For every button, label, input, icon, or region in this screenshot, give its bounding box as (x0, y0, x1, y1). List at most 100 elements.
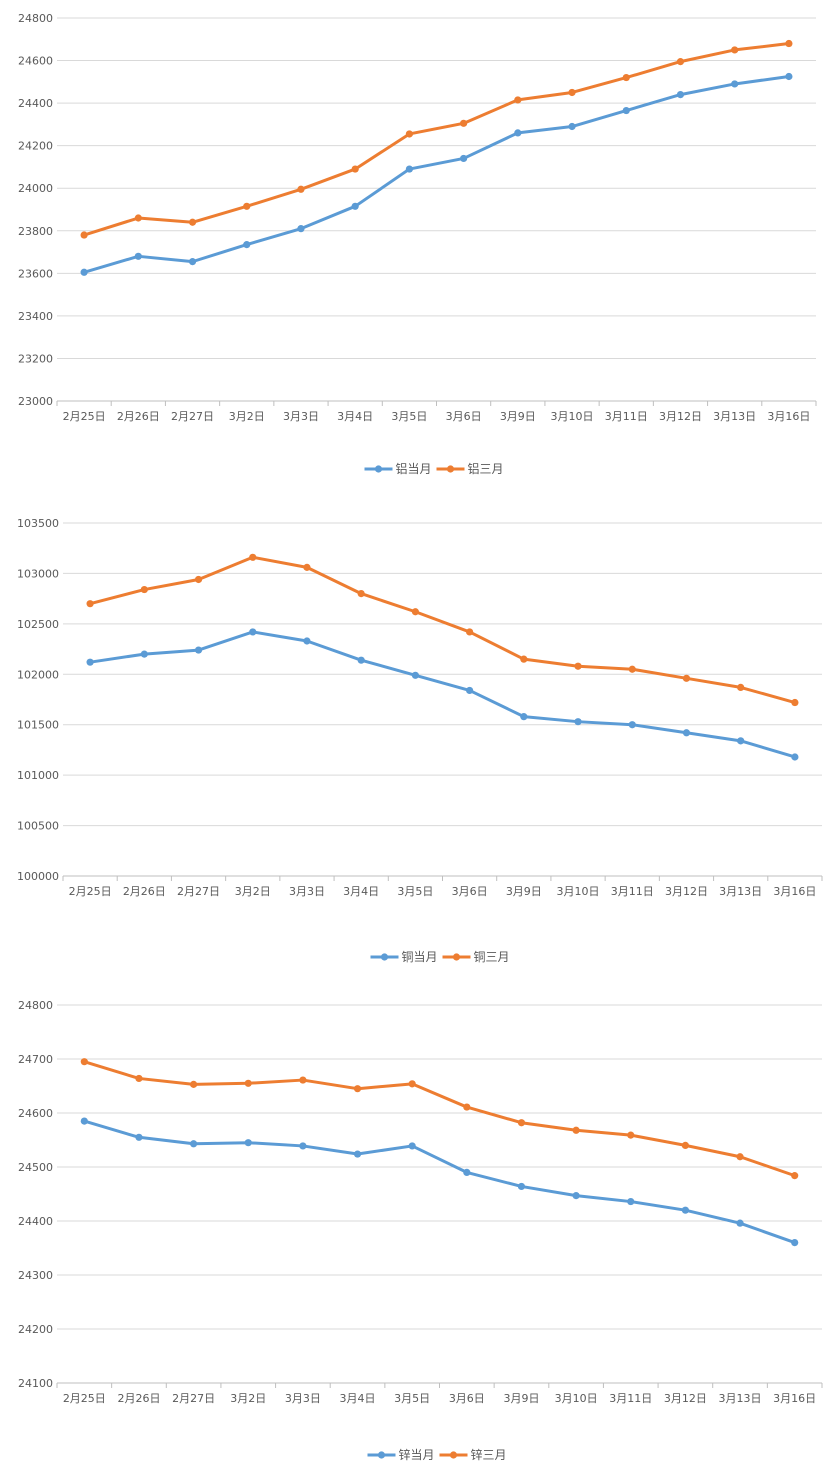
data-point (140, 585, 148, 594)
series-lines (80, 39, 793, 276)
data-point (408, 1142, 416, 1150)
y-tick-label: 24500 (18, 1161, 53, 1174)
x-tick-label: 3月10日 (557, 885, 600, 898)
aluminum-price-chart: 23000 23200 23400 23600 23800 24000 24200 24400… (18, 12, 817, 476)
data-point (405, 130, 413, 138)
data-point (785, 72, 793, 81)
x-tick-label: 2月25日 (63, 410, 106, 423)
copper-price-chart: 100000 100500 101000 101500 102000 102500 1030… (17, 517, 823, 964)
series-line (82, 1060, 797, 1178)
legend: 铜当月 铜三月 (370, 949, 510, 964)
data-point (791, 698, 799, 707)
data-point (628, 665, 636, 673)
legend-marker (449, 1451, 458, 1459)
x-tick-label: 3月16日 (773, 1392, 816, 1405)
legend-label: 锌三月 (471, 1448, 507, 1462)
legend-item: 锌当月 (367, 1448, 435, 1462)
y-tick-label: 24400 (18, 1215, 53, 1228)
x-tick-label: 3月5日 (397, 885, 433, 898)
data-point (297, 225, 305, 233)
data-point (737, 683, 745, 691)
x-tick-label: 3月13日 (719, 1392, 762, 1405)
x-tick-label: 3月11日 (611, 885, 654, 898)
series-lines (80, 1058, 799, 1247)
y-axis: 23000 23200 23400 23600 23800 24000 24200 24400… (18, 12, 53, 408)
y-tick-label: 24100 (18, 1377, 53, 1390)
data-point (574, 718, 582, 726)
x-tick-label: 3月11日 (609, 1392, 652, 1405)
data-point (299, 1076, 307, 1084)
y-tick-label: 100500 (17, 820, 59, 833)
legend-label: 铜三月 (474, 949, 510, 964)
series-three-month (80, 39, 793, 239)
data-point (194, 575, 203, 584)
x-tick-label: 3月6日 (446, 410, 482, 423)
zinc-price-chart: 24100 24200 24300 24400 24500 24600 24700 24800… (18, 999, 823, 1462)
y-tick-label: 24400 (18, 97, 53, 110)
x-tick-label: 2月26日 (117, 410, 160, 423)
y-tick-label: 102000 (17, 668, 59, 681)
data-point (190, 1080, 198, 1088)
y-axis: 100000 100500 101000 101500 102000 102500 1030… (17, 517, 59, 883)
data-point (244, 1139, 252, 1147)
legend-label: 锌当月 (399, 1448, 435, 1462)
x-tick-label: 2月26日 (117, 1392, 160, 1405)
series-three-month (86, 553, 799, 707)
x-tick-label: 3月16日 (767, 410, 810, 423)
data-point (244, 1079, 252, 1087)
gridlines (63, 522, 822, 877)
data-point (80, 1058, 88, 1066)
series-near-month (80, 72, 793, 276)
data-point (140, 650, 148, 658)
data-point (736, 1219, 744, 1227)
legend-marker (380, 953, 389, 961)
x-tick-label: 3月2日 (235, 885, 271, 898)
x-tick-label: 2月27日 (171, 410, 214, 423)
data-point (299, 1142, 307, 1150)
data-point (681, 1206, 689, 1214)
x-tick-label: 3月5日 (391, 410, 427, 423)
data-point (411, 671, 419, 679)
y-tick-label: 24200 (18, 140, 53, 153)
x-tick-label: 3月3日 (285, 1392, 321, 1405)
data-point (188, 218, 197, 226)
x-tick-label: 3月9日 (503, 1392, 539, 1405)
data-point (737, 737, 745, 745)
data-point (520, 655, 528, 663)
data-point (466, 686, 474, 695)
data-point (622, 73, 630, 82)
series-three-month (80, 1058, 799, 1180)
x-tick-label: 3月11日 (605, 410, 648, 423)
legend-marker (446, 465, 455, 473)
data-point (628, 721, 636, 729)
data-point (357, 590, 365, 598)
data-point (514, 129, 522, 137)
y-tick-label: 24600 (18, 1107, 53, 1120)
data-point (574, 662, 582, 670)
x-tick-label: 3月12日 (659, 410, 702, 423)
series-near-month (86, 628, 799, 761)
x-tick-label: 3月12日 (664, 1392, 707, 1405)
legend-item: 铜三月 (442, 949, 510, 964)
x-axis: 2月25日 2月26日 2月27日 3月2日 3月3日 3月4日 3月5日 3月6日 3月9日 3… (56, 1383, 823, 1405)
data-point (514, 96, 522, 104)
legend-marker (377, 1451, 386, 1459)
x-tick-label: 2月25日 (69, 885, 112, 898)
y-tick-label: 101500 (17, 719, 59, 732)
y-tick-label: 100000 (17, 870, 59, 883)
data-point (791, 1239, 799, 1247)
x-tick-label: 3月13日 (713, 410, 756, 423)
data-point (243, 202, 251, 210)
series-line (82, 75, 791, 274)
legend-marker (374, 465, 383, 473)
legend: 锌当月 锌三月 (367, 1448, 507, 1462)
x-tick-label: 3月4日 (340, 1392, 376, 1405)
x-tick-label: 3月10日 (551, 410, 594, 423)
y-tick-label: 23800 (18, 225, 53, 238)
x-tick-label: 2月27日 (177, 885, 220, 898)
x-tick-label: 2月25日 (63, 1392, 106, 1405)
legend-label: 铝三月 (468, 461, 504, 476)
data-point (243, 241, 251, 249)
legend-item: 铝当月 (364, 461, 432, 476)
x-tick-label: 3月12日 (665, 885, 708, 898)
